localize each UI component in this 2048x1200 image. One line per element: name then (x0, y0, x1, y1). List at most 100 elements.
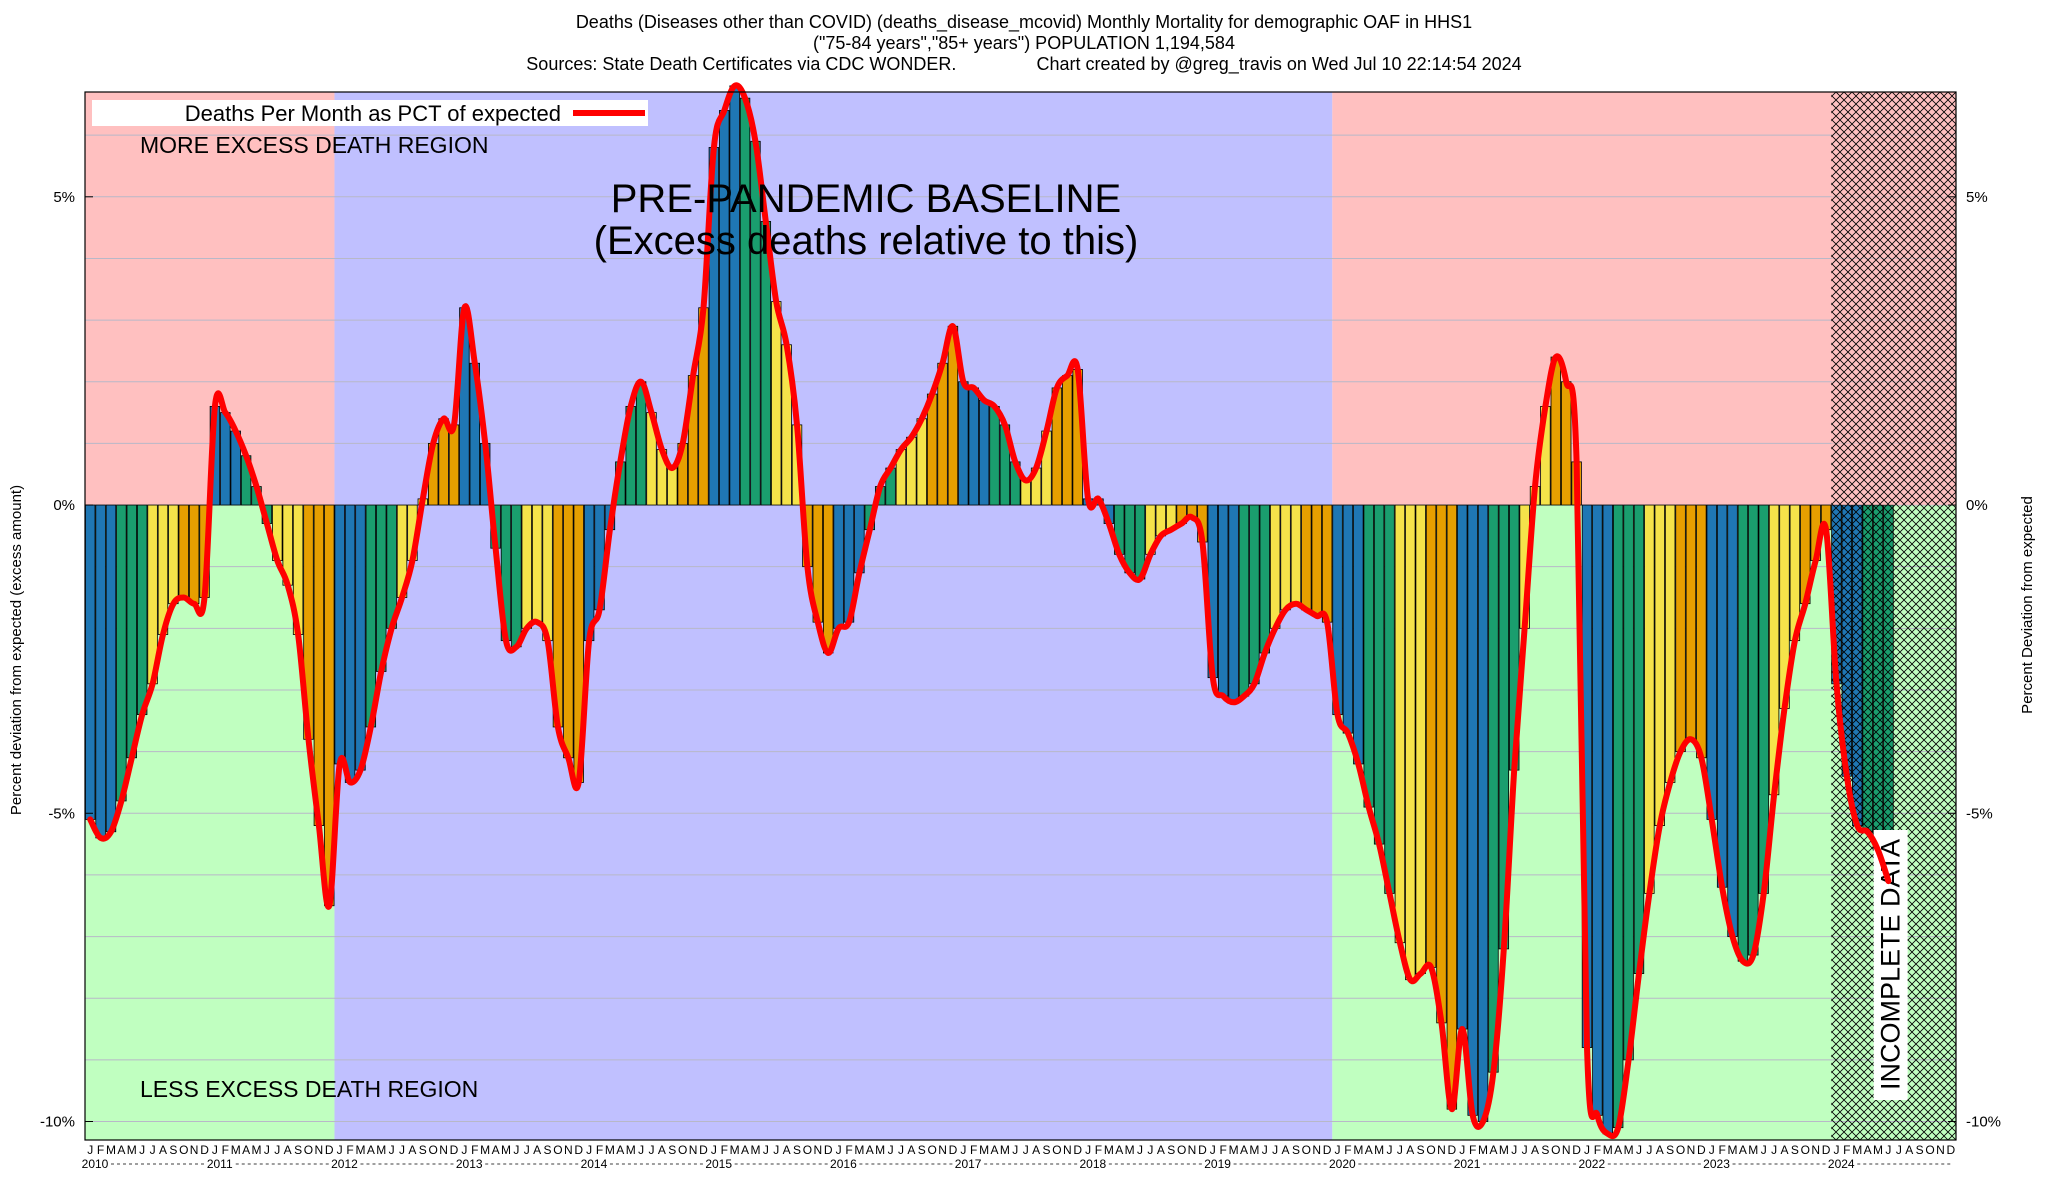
bar (1457, 504, 1468, 1030)
chart-title: Deaths (Diseases other than COVID) (deat… (0, 12, 2048, 75)
bars (85, 85, 1894, 1135)
x-tick-label: A (1739, 1143, 1747, 1157)
year-label: 2016 (830, 1157, 857, 1171)
x-tick-label: N (1562, 1143, 1571, 1157)
bar (1446, 504, 1458, 1110)
y-tick-label-right: 5% (1966, 189, 1988, 206)
x-tick-label: J (150, 1143, 156, 1157)
incomplete-label-bg (1873, 830, 1908, 1100)
bar (937, 362, 948, 506)
x-tick-label: F (845, 1143, 852, 1157)
bar (739, 97, 751, 506)
bar (1748, 504, 1759, 956)
x-tick-label: M (1104, 1143, 1114, 1157)
x-tick-label: O (1052, 1143, 1061, 1157)
bar (1644, 504, 1655, 894)
y-tick-label-right: 0% (1966, 497, 1988, 514)
y-tick-label-left: 0% (53, 497, 75, 514)
x-tick-label: M (480, 1143, 490, 1157)
bar (1373, 504, 1385, 845)
bar (1238, 504, 1250, 697)
bar (1654, 504, 1665, 827)
x-tick-label: N (564, 1143, 573, 1157)
x-tick-label: D (325, 1143, 334, 1157)
bar (978, 399, 990, 506)
frame-border (84, 91, 1957, 1141)
baseline-label-line2: (Excess deaths relative to this) (594, 219, 1139, 263)
x-tick-label: A (741, 1143, 749, 1157)
x-tick-label: N (190, 1143, 199, 1157)
x-tick-label: A (284, 1143, 292, 1157)
bar (95, 504, 106, 839)
x-tick-label: S (668, 1143, 676, 1157)
year-label: 2021 (1454, 1157, 1481, 1171)
year-label: 2014 (581, 1157, 608, 1171)
bar (1290, 504, 1302, 605)
x-tick-label: O (1426, 1143, 1435, 1157)
trend-line (87, 82, 1892, 1140)
year-label: 2024 (1828, 1157, 1855, 1171)
x-tick-label: F (1220, 1143, 1227, 1157)
x-tick-label: M (1624, 1143, 1634, 1157)
bar (438, 418, 449, 506)
x-tick-label: J (1646, 1143, 1652, 1157)
bar (1602, 504, 1613, 1135)
bar (511, 504, 522, 648)
x-tick-label: J (1210, 1143, 1216, 1157)
bar (906, 436, 917, 506)
bar (958, 381, 969, 506)
x-tick-label: M (1249, 1143, 1259, 1157)
x-tick-label: O (179, 1143, 188, 1157)
legend-box (92, 100, 648, 126)
bar (521, 504, 532, 629)
series-line (87, 82, 1892, 1140)
x-tick-label: O (927, 1143, 936, 1157)
bar (1249, 504, 1260, 685)
x-tick-label: J (399, 1143, 405, 1157)
bar (833, 504, 844, 629)
x-tick-label: N (1312, 1143, 1321, 1157)
x-tick-label: J (648, 1143, 654, 1157)
bar (1405, 504, 1416, 981)
bar (1477, 504, 1489, 1122)
y-tick-label-left: -5% (48, 805, 75, 822)
bar (334, 504, 345, 765)
x-tick-label: N (938, 1143, 947, 1157)
x-tick-label: D (1448, 1143, 1457, 1157)
y-tick-label-left: -10% (40, 1114, 75, 1131)
year-label: 2015 (705, 1157, 732, 1171)
x-tick-label: S (1042, 1143, 1050, 1157)
x-tick-label: S (918, 1143, 926, 1157)
bar (168, 504, 179, 605)
bar (1467, 504, 1478, 1116)
plot-frame (84, 91, 1957, 1141)
chart-title-line3: Sources: State Death Certificates via CD… (526, 54, 1522, 74)
x-tick-label: A (1780, 1143, 1788, 1157)
x-tick-label: J (638, 1143, 644, 1157)
x-tick-label: A (783, 1143, 791, 1157)
x-tick-label: D (1697, 1143, 1706, 1157)
x-tick-label: A (1614, 1143, 1622, 1157)
bar (531, 504, 543, 623)
x-tick-label: J (1137, 1143, 1143, 1157)
x-tick-label: N (1437, 1143, 1446, 1157)
x-tick-label: M (875, 1143, 885, 1157)
x-tick-label: N (1188, 1143, 1197, 1157)
x-tick-label: S (419, 1143, 427, 1157)
bar (1217, 504, 1229, 697)
bar (1706, 504, 1717, 820)
x-tick-label: A (1157, 1143, 1165, 1157)
x-tick-label: M (1000, 1143, 1010, 1157)
x-tick-label: M (1852, 1143, 1862, 1157)
bar (542, 504, 553, 642)
x-tick-label: J (1272, 1143, 1278, 1157)
more-excess-label: MORE EXCESS DEATH REGION (140, 132, 488, 158)
x-tick-label: F (970, 1143, 977, 1157)
x-tick-label: M (626, 1143, 636, 1157)
x-tick-label: J (1335, 1143, 1341, 1157)
incomplete-data-label: INCOMPLETE DATA (1876, 839, 1906, 1090)
year-label: 2010 (82, 1157, 109, 1171)
x-tick-label: M (1353, 1143, 1363, 1157)
x-tick-label: A (616, 1143, 624, 1157)
x-tick-label: A (1531, 1143, 1539, 1157)
